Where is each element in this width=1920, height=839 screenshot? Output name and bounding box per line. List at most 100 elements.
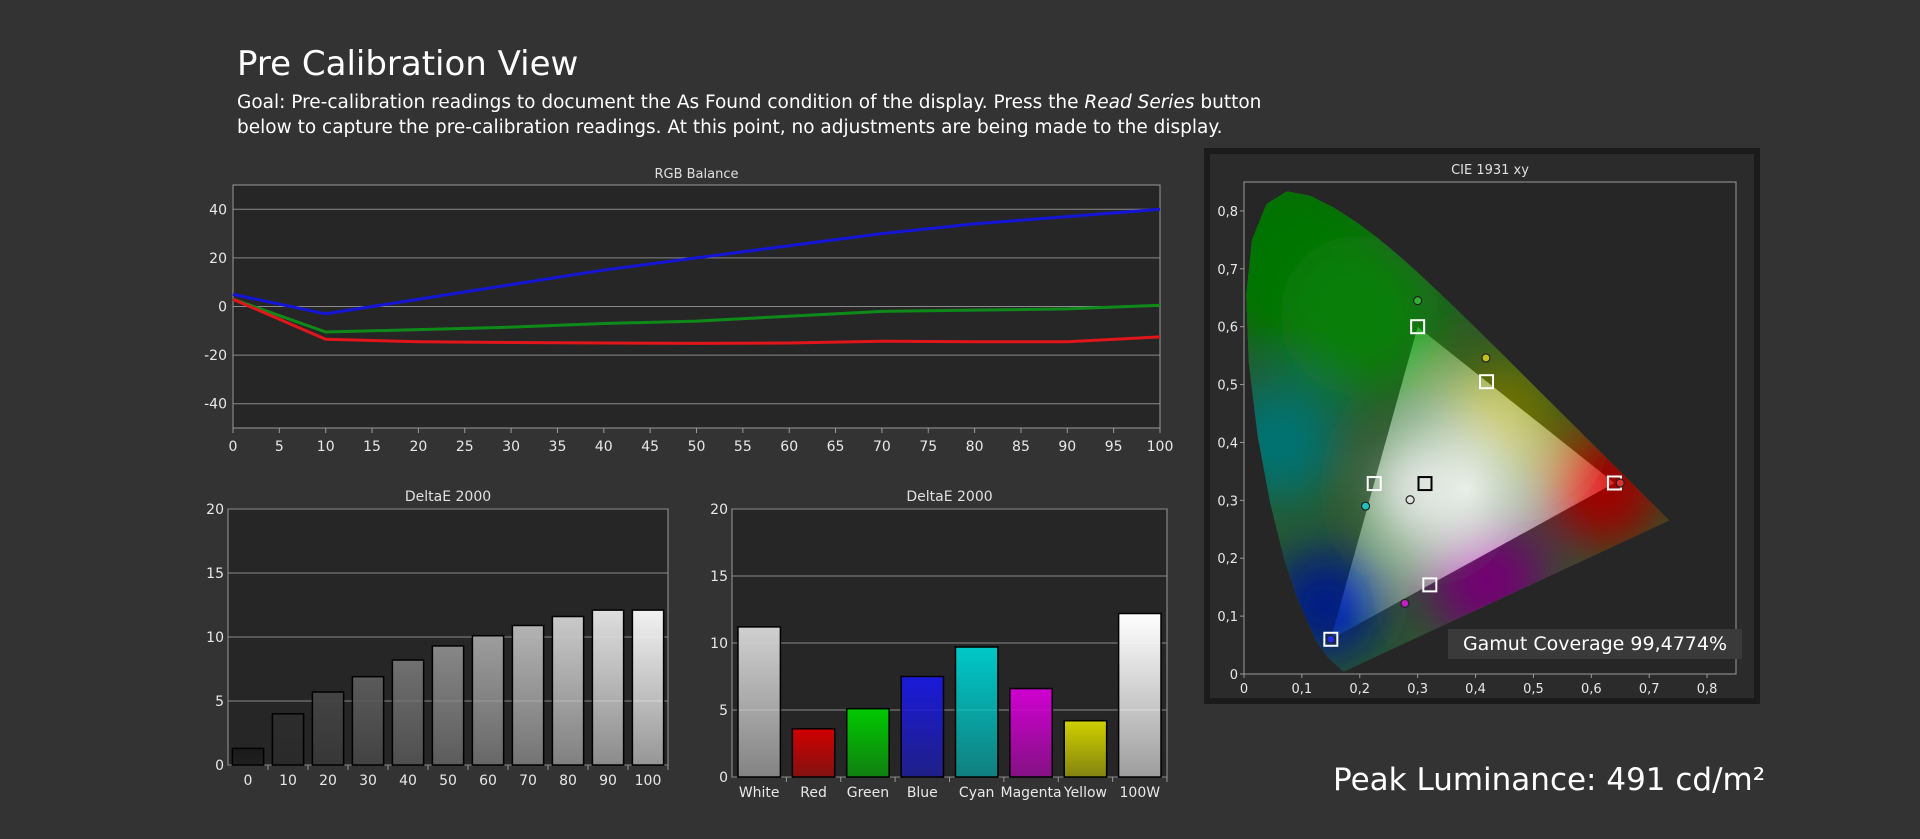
peak-luminance: Peak Luminance: 491 cd/m² [1333,762,1766,798]
y-tick-label: -20 [204,348,227,364]
bar-60 [471,634,505,766]
category-label: 10 [279,773,297,789]
x-tick-label: 0 [1240,682,1248,697]
x-tick-label: 0,3 [1407,682,1428,697]
series-line-0 [232,207,1161,316]
bar-Magenta [1009,687,1054,778]
chart-title: RGB Balance [654,167,738,182]
goal-description: Goal: Pre-calibration readings to docume… [237,90,1277,140]
category-label: Magenta [1001,785,1062,801]
color-blob [1279,235,1440,396]
x-tick-label: 0,7 [1639,682,1660,697]
y-tick-label: 0 [1230,668,1238,683]
category-label: 70 [519,773,537,789]
x-tick-label: 0,1 [1292,682,1313,697]
x-tick-label: 35 [549,439,567,455]
category-label: Green [847,785,889,801]
cie-panel: CIE 1931 xy 0,8 0,7 0,6 0,5 0,4 0,3 0,2 0,1 0 0 0,1… [1204,148,1760,704]
category-label: 100 [635,773,662,789]
y-tick-label: 0 [218,300,227,316]
y-tick-label: 0 [719,770,728,786]
target-cyan [1366,476,1382,492]
x-tick-label: 50 [688,439,706,455]
category-label: 50 [439,773,457,789]
y-tick-label: 0,8 [1217,205,1238,220]
chart-title: DeltaE 2000 [906,489,992,505]
chart-title: CIE 1931 xy [1451,163,1529,178]
x-tick-label: 25 [456,439,474,455]
y-tick-label: 0,2 [1217,552,1238,567]
x-tick-label: 90 [1058,439,1076,455]
y-tick-label: 0,6 [1217,321,1238,336]
category-label: 30 [359,773,377,789]
category-label: 0 [244,773,253,789]
measured-cyan [1360,501,1371,511]
measured-red [1615,478,1625,488]
category-label: Yellow [1063,785,1107,801]
category-label: White [739,785,780,801]
goal-text-pre: Goal: Pre-calibration readings to docume… [237,92,1085,113]
chart-title: DeltaE 2000 [405,489,491,505]
y-tick-label: 20 [209,251,227,267]
y-tick-label: 15 [206,566,224,582]
target-blue [1323,631,1339,647]
bar-Blue [900,675,945,778]
x-tick-label: 70 [873,439,891,455]
y-tick-label: 0,5 [1217,379,1238,394]
bar-90 [591,609,625,766]
category-label: Red [800,785,827,801]
x-tick-label: 45 [641,439,659,455]
measured-blue [1326,634,1336,644]
measured-magenta [1400,598,1410,608]
measured-green [1413,296,1423,306]
goal-text-post: button below to capture the pre-calibrat… [237,92,1262,138]
page-title: Pre Calibration View [237,44,579,84]
category-label: Cyan [959,785,995,801]
gamut-triangle [1330,326,1615,640]
color-deltae-chart: DeltaE 2000 20 15 10 5 0 White Red Green Blue Cyan… [710,489,1168,801]
x-tick-label: 20 [409,439,427,455]
y-tick-label: 0,1 [1217,610,1238,625]
series-line-2 [232,297,1161,345]
x-tick-label: 15 [363,439,381,455]
bar-Yellow [1063,719,1108,778]
target-magenta [1422,577,1438,593]
y-tick-label: 0,3 [1217,494,1238,509]
read-series-reference: Read Series [1084,92,1195,113]
x-tick-label: 40 [595,439,613,455]
bar-10 [271,713,305,766]
y-tick-label: 10 [710,636,728,652]
category-label: Blue [907,785,938,801]
x-tick-label: 0,2 [1349,682,1370,697]
x-tick-label: 10 [317,439,335,455]
category-label: 100W [1120,785,1161,801]
x-tick-label: 55 [734,439,752,455]
category-label: 20 [319,773,337,789]
bar-70 [511,624,545,766]
x-tick-label: 95 [1105,439,1123,455]
y-tick-label: -40 [204,397,227,413]
rgb-balance-chart: RGB Balance 40 20 0 -20 -40 0 5 10 15 20 25 30 35 40 45… [204,167,1173,455]
measured-yellow [1481,353,1491,363]
x-tick-label: 30 [502,439,520,455]
x-tick-label: 0,6 [1581,682,1602,697]
bar-100W [1117,612,1162,778]
x-tick-label: 0 [229,439,238,455]
category-label: 90 [599,773,617,789]
measured-white [1405,495,1415,505]
bar-50 [431,645,465,766]
y-tick-label: 0,7 [1217,263,1238,278]
bar-80 [551,615,585,766]
x-tick-label: 75 [919,439,937,455]
y-tick-label: 5 [215,694,224,710]
target-yellow [1479,374,1495,390]
bar-0 [231,747,265,766]
y-tick-label: 15 [710,569,728,585]
x-tick-label: 5 [275,439,284,455]
bar-Cyan [954,646,999,778]
y-tick-label: 10 [206,630,224,646]
bar-30 [351,675,385,766]
y-tick-label: 40 [209,202,227,218]
x-tick-label: 0,5 [1523,682,1544,697]
